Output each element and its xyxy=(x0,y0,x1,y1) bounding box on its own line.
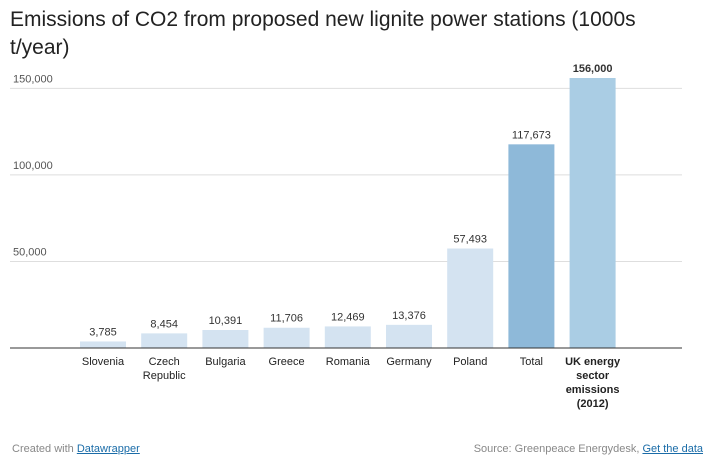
category-label: UK energy sector emissions (2012) xyxy=(565,356,621,410)
y-tick-label: 150,000 xyxy=(13,73,53,85)
category-label-line: Republic xyxy=(143,370,186,382)
bar xyxy=(141,333,188,348)
category-label: Poland xyxy=(453,356,487,368)
category-label-line: Poland xyxy=(453,356,487,368)
bar xyxy=(508,144,555,348)
source-text: Source: Greenpeace Energydesk, Get the d… xyxy=(473,443,703,455)
bar xyxy=(80,341,126,348)
category-label-line: Greece xyxy=(269,356,305,368)
bar xyxy=(386,324,432,348)
category-label-line: Czech xyxy=(149,356,180,368)
category-label-line: Germany xyxy=(386,356,432,368)
category-label: Germany xyxy=(386,356,432,368)
category-label-line: (2012) xyxy=(577,398,609,410)
get-the-data-link[interactable]: Get the data xyxy=(642,443,703,455)
category-label-line: Romania xyxy=(326,356,371,368)
data-label: 3,785 xyxy=(89,326,117,338)
bar-chart: 50,000 100,000 150,000 3,785 Slovenia 8,454 Cz… xyxy=(10,63,682,410)
bar xyxy=(569,78,616,348)
category-label: Total xyxy=(520,356,543,368)
data-label: 156,000 xyxy=(573,63,613,75)
chart-title: Emissions of CO2 from proposed new ligni… xyxy=(10,8,636,59)
category-label-line: UK energy xyxy=(565,356,621,368)
category-label: Greece xyxy=(269,356,305,368)
y-tick-label: 50,000 xyxy=(13,246,47,258)
datawrapper-link[interactable]: Datawrapper xyxy=(76,443,140,455)
data-label: 57,493 xyxy=(453,233,487,245)
data-label: 8,454 xyxy=(150,318,178,330)
data-label: 11,706 xyxy=(270,313,303,325)
bar xyxy=(324,326,371,348)
bar xyxy=(447,248,494,348)
category-label-line: sector xyxy=(576,370,610,382)
category-label-line: Total xyxy=(520,356,543,368)
y-tick-label: 100,000 xyxy=(13,160,53,172)
bar xyxy=(202,330,249,348)
chart-footer: Created with Datawrapper Source: Greenpe… xyxy=(12,443,703,455)
bar xyxy=(263,327,310,348)
category-label-line: emissions xyxy=(566,384,620,396)
category-label: Romania xyxy=(326,356,371,368)
data-label: 10,391 xyxy=(209,315,243,327)
category-label: Slovenia xyxy=(82,356,125,368)
credit-text: Created with Datawrapper xyxy=(12,443,140,455)
category-label-line: Bulgaria xyxy=(205,356,246,368)
category-label: Bulgaria xyxy=(205,356,246,368)
category-label-line: Slovenia xyxy=(82,356,125,368)
data-label: 12,469 xyxy=(331,311,365,323)
data-label: 13,376 xyxy=(392,310,426,322)
category-label: Czech Republic xyxy=(143,356,186,382)
data-label: 117,673 xyxy=(512,129,551,141)
